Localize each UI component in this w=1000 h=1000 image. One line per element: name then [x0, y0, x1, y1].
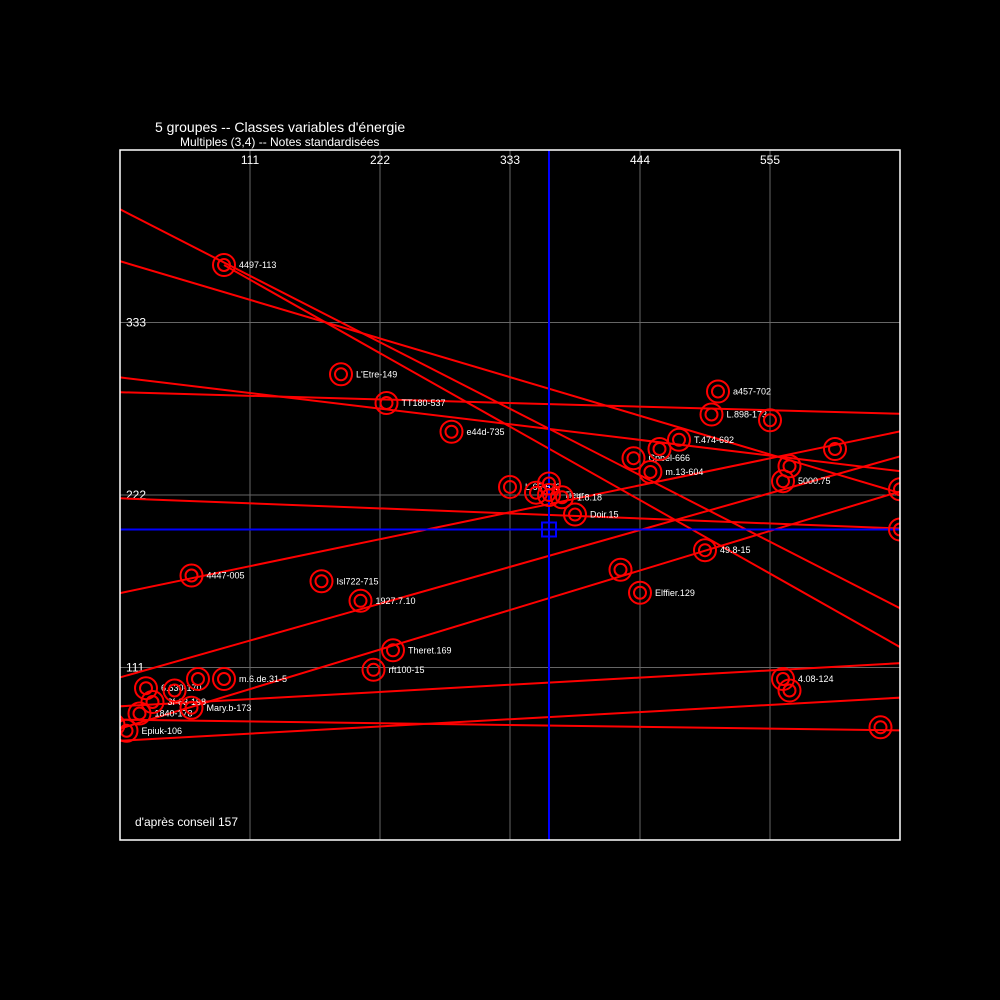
data-point-label: a457-702: [733, 387, 771, 397]
data-point-label: Mary.b-173: [207, 703, 252, 713]
x-tick-label: 555: [760, 153, 780, 167]
footer-text: d'après conseil 157: [135, 815, 238, 829]
data-point-label: 5000.75: [798, 476, 831, 486]
data-point-label: m.13-604: [665, 467, 703, 477]
data-point-label: 4447-005: [207, 571, 245, 581]
data-point-label: Epiuk-106: [142, 726, 183, 736]
data-point-label: 1927.7.10: [376, 596, 416, 606]
data-point-label: 4.08-124: [798, 674, 834, 684]
data-point-label: Doir.15: [590, 510, 619, 520]
chart-title-line1: 5 groupes -- Classes variables d'énergie: [155, 119, 405, 135]
x-tick-label: 444: [630, 153, 650, 167]
data-point-label: 4497-113: [239, 260, 276, 270]
data-point-label: T.474-692: [694, 435, 734, 445]
data-point-label: 1.8.18: [577, 492, 602, 502]
data-point-label: m.6.de.31-5: [239, 674, 287, 684]
x-tick-label: 111: [241, 153, 260, 167]
data-point-label: rft100-15: [389, 665, 425, 675]
chart-title-line2: Multiples (3,4) -- Notes standardisées: [180, 135, 379, 149]
data-point-label: Isl722-715: [337, 576, 379, 586]
data-point-label: Elffier.129: [655, 588, 695, 598]
data-point-label: Theret.169: [408, 645, 452, 655]
x-tick-label: 222: [370, 153, 390, 167]
data-point-label: 49.8-15: [720, 545, 751, 555]
y-tick-label: 333: [126, 316, 146, 330]
line-scatter-chart: 5 groupes -- Classes variables d'énergie…: [0, 0, 1000, 1000]
data-point-label: L'Etre-149: [356, 369, 397, 379]
x-tick-label: 333: [500, 153, 520, 167]
data-point-label: TT180-537: [402, 398, 446, 408]
data-point-label: e44d-735: [467, 427, 505, 437]
